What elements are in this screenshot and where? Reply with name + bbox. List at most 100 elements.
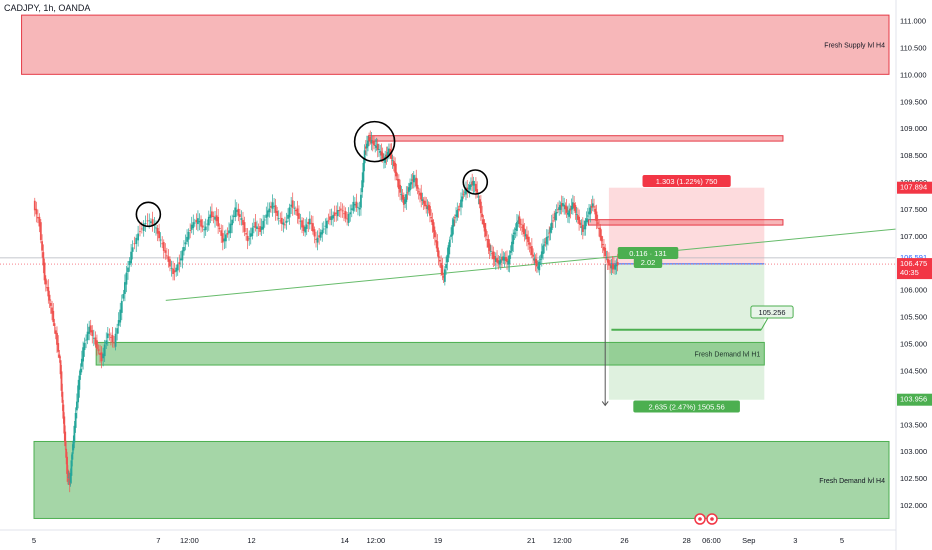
candle-body bbox=[120, 300, 123, 313]
candle-body bbox=[131, 247, 134, 252]
candle-body bbox=[396, 179, 399, 181]
candle-body bbox=[307, 221, 310, 224]
candle-body bbox=[420, 192, 423, 200]
candle-body bbox=[467, 187, 470, 189]
candle-body bbox=[569, 208, 572, 211]
candle-body bbox=[355, 201, 358, 208]
x-tick-label: 14 bbox=[341, 536, 349, 545]
zone-demand-h4 bbox=[33, 440, 890, 519]
candle-body bbox=[78, 375, 81, 390]
candle-body bbox=[260, 226, 263, 230]
x-tick-label: 06:00 bbox=[702, 536, 721, 545]
candle-body bbox=[440, 263, 443, 268]
zone-supply-top-line bbox=[367, 135, 784, 142]
candle-body bbox=[77, 385, 80, 403]
candle-body bbox=[583, 227, 585, 229]
candle-body bbox=[179, 258, 182, 261]
candle-body bbox=[477, 196, 480, 198]
candle-body bbox=[483, 223, 486, 232]
candle-body bbox=[273, 206, 275, 207]
candle-body bbox=[71, 452, 74, 460]
candle-body bbox=[504, 256, 507, 261]
candle-body bbox=[315, 239, 317, 240]
candle-body bbox=[415, 177, 418, 187]
candle-body bbox=[549, 227, 552, 233]
candle-body bbox=[458, 205, 461, 207]
candle-body bbox=[207, 216, 210, 226]
candle-body bbox=[46, 287, 48, 289]
candle-body bbox=[63, 416, 66, 434]
candle-body bbox=[486, 239, 489, 240]
candle-body bbox=[550, 222, 553, 230]
candle-body bbox=[542, 245, 544, 255]
candle-body bbox=[522, 224, 525, 233]
candle-body bbox=[590, 206, 593, 208]
candle-body bbox=[172, 268, 174, 275]
x-tick-label: 12 bbox=[247, 536, 255, 545]
candle-body bbox=[562, 203, 564, 206]
candle-body bbox=[457, 209, 460, 211]
candle-body bbox=[512, 235, 515, 245]
candle-body bbox=[357, 206, 359, 208]
candle-body bbox=[128, 260, 131, 266]
candle-body bbox=[155, 227, 157, 229]
swing-circle bbox=[135, 201, 162, 228]
candle-body bbox=[221, 233, 224, 243]
candle-body bbox=[209, 214, 212, 218]
candle-body bbox=[195, 219, 198, 223]
candle-body bbox=[318, 235, 321, 238]
candle-body bbox=[220, 230, 223, 236]
candle-body bbox=[525, 234, 528, 240]
candle-body bbox=[481, 213, 484, 218]
candle-body bbox=[601, 244, 604, 246]
candle-body bbox=[270, 205, 272, 208]
candle-body bbox=[614, 264, 617, 270]
candle-body bbox=[49, 303, 52, 306]
candle-body bbox=[51, 307, 53, 314]
candle-body bbox=[442, 276, 445, 278]
candle-body bbox=[336, 209, 339, 217]
candle-body bbox=[360, 194, 362, 208]
candle-body bbox=[381, 152, 384, 159]
candle-body bbox=[110, 336, 112, 338]
candle-body bbox=[554, 212, 557, 221]
candle-body bbox=[385, 154, 388, 157]
candle-body bbox=[599, 227, 602, 238]
position-status-label-2-bg bbox=[633, 256, 663, 268]
candle-body bbox=[363, 150, 366, 164]
candle-body bbox=[192, 222, 195, 229]
y-tick-label: 107.500 bbox=[900, 205, 927, 214]
candle-body bbox=[581, 224, 584, 232]
position-target-label-bg bbox=[633, 400, 740, 413]
candle-body bbox=[353, 203, 356, 206]
candle-body bbox=[468, 184, 471, 190]
candle-body bbox=[322, 228, 325, 230]
x-tick-label: 19 bbox=[434, 536, 442, 545]
candle-body bbox=[89, 325, 92, 333]
candle-body bbox=[184, 242, 187, 245]
badge-last-bg bbox=[897, 258, 932, 280]
candle-body bbox=[288, 207, 291, 218]
candle-body bbox=[187, 231, 190, 240]
candle-body bbox=[144, 223, 147, 224]
candle-body bbox=[102, 353, 105, 359]
position-stop-label-bg bbox=[642, 175, 731, 187]
candle-body bbox=[198, 221, 201, 223]
candle-body bbox=[223, 238, 226, 242]
candle-body bbox=[529, 247, 532, 249]
candle-body bbox=[44, 278, 47, 285]
candle-body bbox=[431, 219, 434, 226]
candle-body bbox=[362, 162, 365, 183]
candle-body bbox=[214, 217, 216, 220]
candle-body bbox=[193, 222, 196, 224]
candle-body bbox=[100, 352, 103, 362]
candle-body bbox=[575, 214, 578, 215]
candle-body bbox=[560, 203, 563, 207]
candle-body bbox=[114, 333, 117, 347]
candle-body bbox=[586, 215, 589, 217]
x-tick-label: 5 bbox=[32, 536, 36, 545]
candle-body bbox=[326, 220, 328, 229]
trendline bbox=[165, 228, 898, 301]
candle-body bbox=[407, 187, 410, 192]
